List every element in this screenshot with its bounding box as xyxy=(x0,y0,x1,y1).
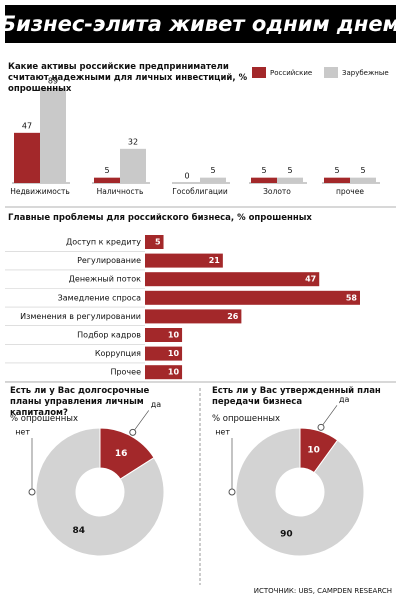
value-label: 5 xyxy=(261,166,266,175)
page-title: Бизнес-элита живет одним днем xyxy=(0,12,400,36)
leader-dot xyxy=(228,488,236,496)
value-label: 5 xyxy=(104,166,109,175)
y-tick-label: Денежный поток xyxy=(69,275,142,284)
value-label: 47 xyxy=(22,121,32,130)
x-tick-label: Недвижимость xyxy=(10,187,70,196)
value-label: 10 xyxy=(168,331,180,340)
value-label: 5 xyxy=(287,166,292,175)
source: ИСТОЧНИК: UBS, CAMPDEN RESEARCH xyxy=(254,587,392,595)
category-label: нет xyxy=(215,428,230,437)
x-tick-label: Наличность xyxy=(97,187,144,196)
y-tick-label: Прочее xyxy=(110,368,141,377)
value-label: 5 xyxy=(210,166,215,175)
chart-title: Главные проблемы для российского бизнеса… xyxy=(8,213,312,223)
bar xyxy=(145,290,360,305)
bar xyxy=(145,309,242,324)
bar xyxy=(145,272,320,287)
leader-dot xyxy=(28,488,36,496)
value-label: 58 xyxy=(346,293,358,302)
bar xyxy=(277,177,303,183)
bar xyxy=(145,235,164,249)
bar xyxy=(350,177,376,183)
value-label: 10 xyxy=(168,349,180,358)
bar xyxy=(324,177,350,183)
value-label: 10 xyxy=(307,446,320,456)
x-tick-label: Гособлигации xyxy=(172,187,228,196)
category-label: да xyxy=(151,400,162,409)
value-label: 0 xyxy=(184,172,189,181)
value-label: 47 xyxy=(305,275,316,284)
bar xyxy=(120,148,146,183)
leader-dot xyxy=(129,428,137,436)
legend-label: Российские xyxy=(270,69,312,77)
x-tick-label: прочее xyxy=(336,187,364,196)
chart-subtitle: % опрошенных xyxy=(10,414,78,424)
value-label: 10 xyxy=(168,368,180,377)
chart-title: Какие активы российские предприниматели … xyxy=(8,62,248,94)
legend-label: Зарубежные xyxy=(342,69,389,77)
y-tick-label: Коррупция xyxy=(95,349,141,358)
y-tick-label: Подбор кадров xyxy=(77,331,141,340)
value-label: 5 xyxy=(360,166,365,175)
legend-swatch xyxy=(252,67,266,78)
leader-line xyxy=(132,410,150,433)
value-label: 32 xyxy=(128,137,138,146)
bar xyxy=(145,328,183,342)
chart-title: Есть ли у Вас долгосрочные планы управле… xyxy=(10,386,150,418)
bar xyxy=(14,132,40,183)
value-label: 5 xyxy=(334,166,339,175)
chart-title: Есть ли у Вас утвержденный план передачи… xyxy=(212,386,381,407)
y-tick-label: Доступ к кредиту xyxy=(66,238,141,247)
bar xyxy=(145,365,183,380)
value-label: 21 xyxy=(209,256,221,265)
value-label: 90 xyxy=(280,529,293,539)
value-label: 89 xyxy=(48,77,58,86)
x-tick-label: Золото xyxy=(263,187,291,196)
title-bar xyxy=(5,5,396,43)
donut-slice xyxy=(35,427,165,557)
leader-dot xyxy=(317,423,325,431)
y-tick-label: Регулирование xyxy=(77,256,141,265)
bar xyxy=(145,346,183,361)
value-label: 16 xyxy=(115,449,128,459)
category-label: да xyxy=(339,395,350,404)
chart-subtitle: % опрошенных xyxy=(212,414,280,424)
value-label: 5 xyxy=(155,238,161,247)
legend-swatch xyxy=(324,67,338,78)
value-label: 26 xyxy=(227,312,239,321)
bar xyxy=(251,177,277,183)
bar xyxy=(145,253,223,268)
y-tick-label: Замедление спроса xyxy=(58,293,141,302)
bar xyxy=(200,177,226,183)
leader-line xyxy=(320,405,338,428)
value-label: 84 xyxy=(73,526,86,536)
bar xyxy=(94,177,120,183)
bar xyxy=(40,88,66,183)
y-tick-label: Изменения в регулировании xyxy=(20,312,141,321)
category-label: нет xyxy=(15,428,30,437)
donut-slice xyxy=(235,427,365,557)
